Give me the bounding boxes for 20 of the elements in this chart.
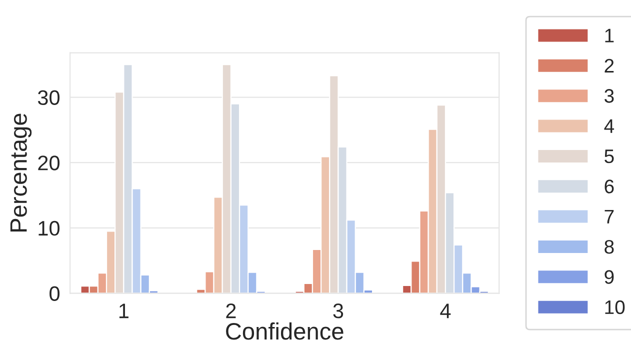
y-tick-label: 30 (38, 90, 60, 106)
x-tick-label: 1 (119, 304, 128, 318)
legend-label: 3 (604, 89, 614, 103)
legend-label: 8 (604, 240, 614, 254)
legend-label: 7 (604, 210, 614, 224)
legend-label: 9 (604, 270, 614, 284)
x-tick-label: 4 (440, 304, 451, 318)
legend-label: 4 (604, 119, 614, 133)
y-axis-title: Percentage (10, 114, 32, 232)
legend-label: 10 (605, 300, 625, 314)
legend-label: 1 (605, 28, 614, 42)
legend-label: 2 (604, 58, 614, 72)
y-tick-label: 20 (38, 156, 60, 170)
legend-label: 6 (604, 180, 614, 194)
y-tick-label: 10 (38, 220, 60, 236)
y-tick-label: 0 (50, 286, 60, 302)
x-axis-title: Confidence (226, 322, 344, 340)
legend-label: 5 (604, 150, 614, 164)
x-tick-label: 3 (333, 304, 344, 318)
x-tick-label: 2 (226, 304, 236, 318)
